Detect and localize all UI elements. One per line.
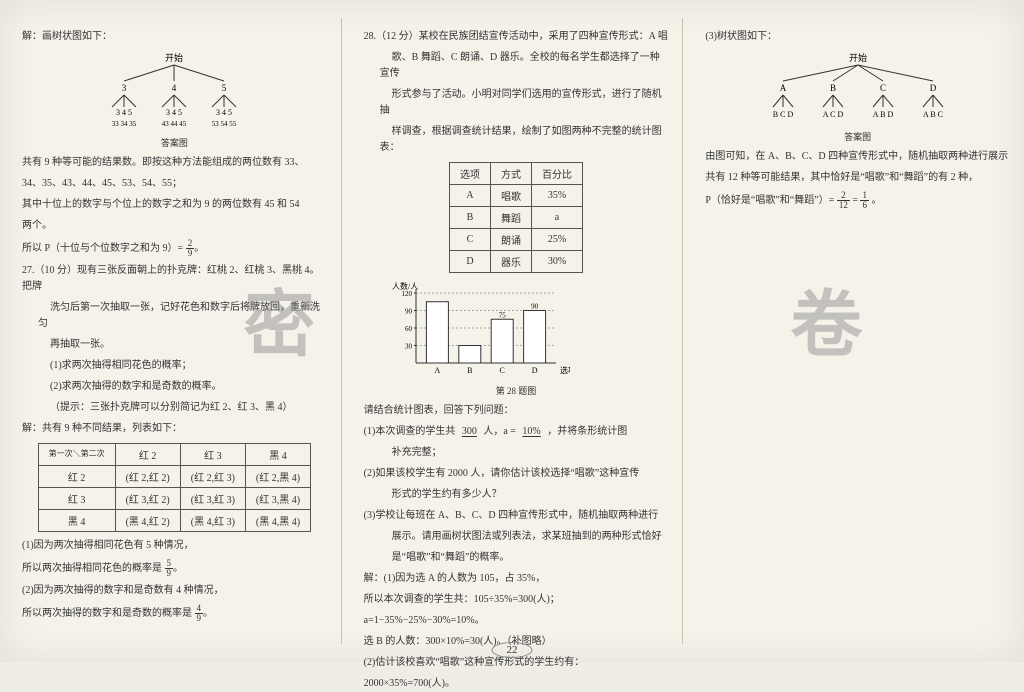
svg-text:A B D: A B D xyxy=(872,110,893,119)
c2-p3b: 形式的学生约有多少人？ xyxy=(380,487,669,503)
svg-text:B: B xyxy=(467,366,472,375)
q27-line2: 洗匀后第一次抽取一张，记好花色和数字后将牌放回，重新洗匀 xyxy=(38,300,327,332)
c2-p2: (1)本次调查的学生共 300 人，a = 10% ，并将条形统计图 xyxy=(364,424,669,440)
c1-p1: 解：画树状图如下： xyxy=(22,29,327,45)
q28-d: 样调查，根据调查统计结果，绘制了如图两种不完整的统计图表： xyxy=(380,124,669,156)
tbl-corner: 第一次＼第二次 xyxy=(38,444,115,466)
c3-p4: P（恰好是“唱歌”和“舞蹈”）= 212 = 16 。 xyxy=(705,191,1010,210)
c3-tree-caption: 答案图 xyxy=(705,130,1010,143)
svg-text:33 34 35: 33 34 35 xyxy=(112,120,137,128)
svg-text:D: D xyxy=(531,366,537,375)
svg-text:90: 90 xyxy=(405,308,413,316)
q27-i: 所以两次抽得相同花色的概率是 59。 xyxy=(22,559,327,578)
column-1: 解：画树状图如下： 开始 3 4 5 3 4 5 3 4 5 3 4 5 33 … xyxy=(0,18,342,644)
svg-text:90: 90 xyxy=(531,303,539,311)
c3-p3: 共有 12 种等可能结果，其中恰好是“唱歌”和“舞蹈”的有 2 种， xyxy=(705,170,1010,186)
page-number: 22 xyxy=(492,642,533,658)
svg-text:3: 3 xyxy=(122,83,127,93)
bar-chart-svg: 人数/人306090120ABCD7590选项 xyxy=(390,279,570,379)
svg-text:C: C xyxy=(880,83,886,93)
c1-tree-caption: 答案图 xyxy=(22,136,327,149)
svg-text:A C D: A C D xyxy=(822,110,843,119)
svg-text:选项: 选项 xyxy=(560,365,570,375)
c2-p6: 所以本次调查的学生共：105÷35%=300(人)； xyxy=(364,592,669,608)
q27-line7: 解：共有 9 种不同结果，列表如下： xyxy=(22,421,327,437)
c2-p7: a=1−35%−25%−30%=10%。 xyxy=(364,613,669,629)
q28-a: 28.（12 分）某校在民族团结宣传活动中，采用了四种宣传形式：A 唱 xyxy=(364,29,669,45)
c2-p1: 请结合统计图表，回答下列问题： xyxy=(364,403,669,419)
c2-p4: (3)学校让每班在 A、B、C、D 四种宣传形式中，随机抽取两种进行 xyxy=(364,508,669,524)
c3-p2: 由图可知，在 A、B、C、D 四种宣传形式中，随机抽取两种进行展示 xyxy=(705,149,1010,165)
c2-p2d: 补充完整； xyxy=(380,445,669,461)
svg-text:120: 120 xyxy=(401,290,412,298)
svg-text:4: 4 xyxy=(172,83,177,93)
c1-p3: 34、35、43、44、45、53、54、55； xyxy=(22,176,327,192)
column-3: (3)树状图如下： 开始 A B C D B C D A xyxy=(683,18,1024,644)
q28-chart-caption: 第 28 题图 xyxy=(364,384,669,397)
tree-svg-1: 开始 3 4 5 3 4 5 3 4 5 3 4 5 33 34 35 43 4… xyxy=(84,51,264,129)
c2-p10: 2000×35%=700(人)。 xyxy=(364,676,669,692)
c2-p5: 解：(1)因为选 A 的人数为 105，占 35%， xyxy=(364,571,669,587)
c3-tree: 开始 A B C D B C D A C D A B D A B C xyxy=(705,51,1010,126)
c1-p2: 共有 9 种等可能的结果数。即按这种方法能组成的两位数有 33、 xyxy=(22,155,327,171)
svg-text:53 54 55: 53 54 55 xyxy=(212,120,237,128)
svg-text:3 4 5: 3 4 5 xyxy=(166,108,182,117)
svg-text:B: B xyxy=(830,83,836,93)
svg-text:A: A xyxy=(779,83,786,93)
c1-p5: 两个。 xyxy=(22,218,327,234)
q27-table: 第一次＼第二次 红 2红 3黑 4 红 2(红 2,红 2)(红 2,红 3)(… xyxy=(38,443,312,532)
q28-b: 歌、B 舞蹈、C 朗诵、D 器乐。全校的每名学生都选择了一种宣传 xyxy=(380,50,669,82)
watermark-juan: 卷 xyxy=(790,266,862,371)
column-2: 28.（12 分）某校在民族团结宣传活动中，采用了四种宣传形式：A 唱 歌、B … xyxy=(342,18,684,644)
svg-text:C: C xyxy=(499,366,504,375)
svg-text:3 4 5: 3 4 5 xyxy=(216,108,232,117)
c3-p1: (3)树状图如下： xyxy=(705,29,1010,45)
c1-p4: 其中十位上的数字与个位上的数字之和为 9 的两位数有 45 和 54 xyxy=(22,197,327,213)
svg-text:60: 60 xyxy=(405,325,413,333)
q28-bar-chart: 人数/人306090120ABCD7590选项 xyxy=(390,279,669,382)
c2-p4c: 是“唱歌”和“舞蹈”的概率。 xyxy=(380,550,669,566)
c2-p3: (2)如果该校学生有 2000 人，请你估计该校选择“唱歌”这种宣传 xyxy=(364,466,669,482)
q27-line3: 再抽取一张。 xyxy=(38,337,327,353)
svg-text:43 44 45: 43 44 45 xyxy=(162,120,187,128)
q28-c: 形式参与了活动。小明对同学们选用的宣传形式，进行了随机抽 xyxy=(380,87,669,119)
q27-line4: (1)求两次抽得相同花色的概率； xyxy=(38,358,327,374)
svg-text:开始: 开始 xyxy=(849,52,867,63)
q28-table: 选项方式百分比 A唱歌35% B舞蹈a C朗诵25% D器乐30% xyxy=(449,162,583,273)
q27-line5: (2)求两次抽得的数字和是奇数的概率。 xyxy=(38,379,327,395)
q27-h: (1)因为两次抽得相同花色有 5 种情况， xyxy=(22,538,327,554)
svg-text:3 4 5: 3 4 5 xyxy=(116,108,132,117)
svg-text:A: A xyxy=(434,366,440,375)
svg-text:B C D: B C D xyxy=(772,110,793,119)
c1-p6: 所以 P（十位与个位数字之和为 9）= 29。 xyxy=(22,239,327,258)
tree1-root: 开始 xyxy=(165,52,183,63)
svg-text:30: 30 xyxy=(405,343,413,351)
q27-j: (2)因为两次抽得的数字和是奇数有 4 种情况， xyxy=(22,583,327,599)
tree-svg-3: 开始 A B C D B C D A C D A B D A B C xyxy=(748,51,968,123)
q27-k: 所以两次抽得的数字和是奇数的概率是 49。 xyxy=(22,604,327,623)
svg-text:A B C: A B C xyxy=(923,110,943,119)
q27-line6: （提示：三张扑克牌可以分别简记为红 2、红 3、黑 4） xyxy=(38,400,327,416)
svg-text:75: 75 xyxy=(498,311,506,319)
svg-text:D: D xyxy=(929,83,936,93)
c1-tree: 开始 3 4 5 3 4 5 3 4 5 3 4 5 33 34 35 43 4… xyxy=(22,51,327,132)
c2-p4b: 展示。请用画树状图法或列表法，求某班抽到的两种形式恰好 xyxy=(380,529,669,545)
q27-line1: 27.（10 分）现有三张反面朝上的扑克牌：红桃 2、红桃 3、黑桃 4。把牌 xyxy=(22,263,327,295)
svg-text:5: 5 xyxy=(222,83,227,93)
